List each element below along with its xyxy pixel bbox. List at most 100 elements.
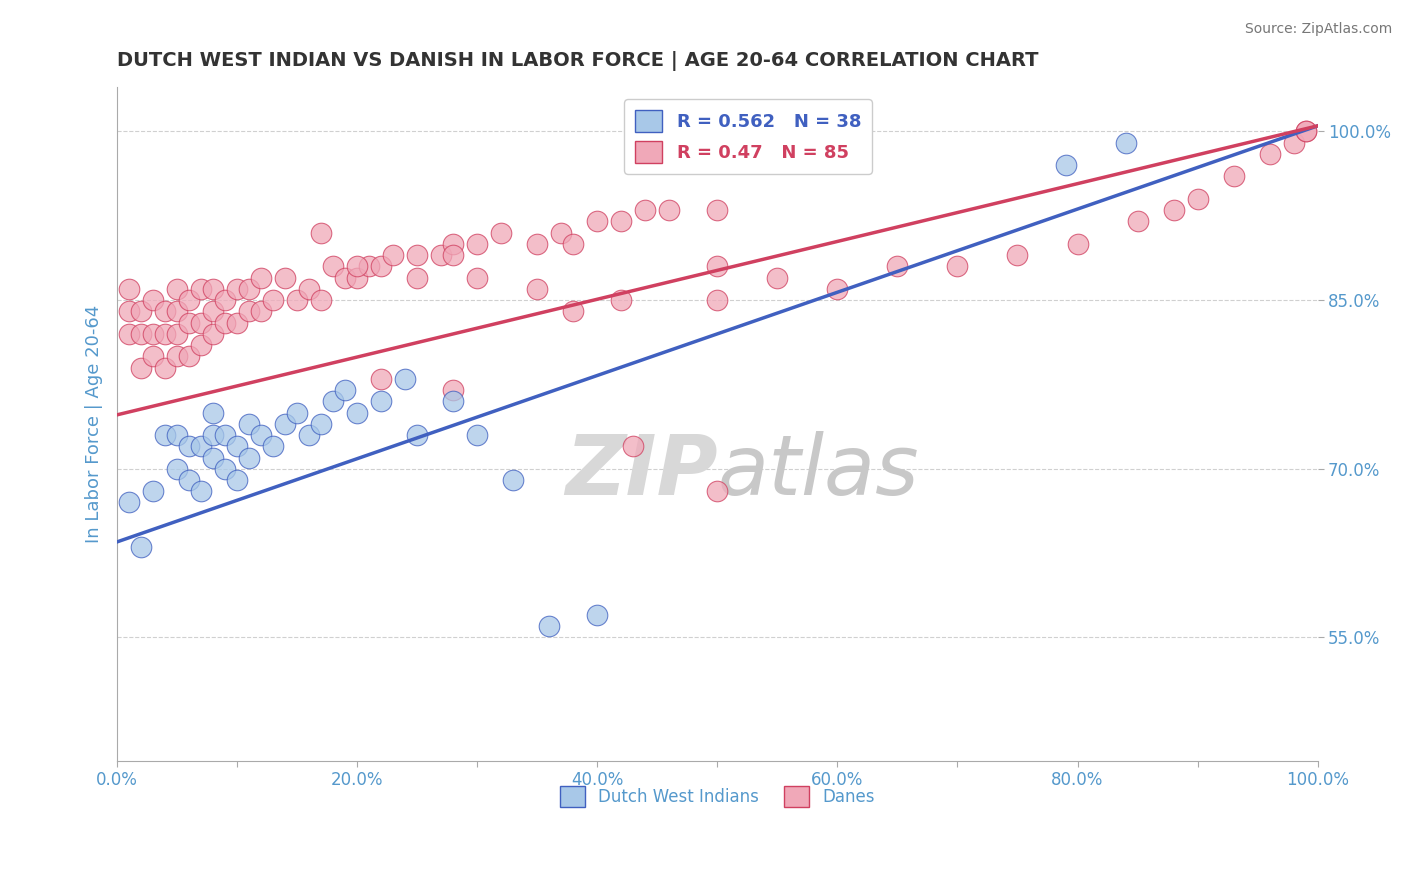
Point [1066,236,1088,251]
Point [202,428,225,442]
Point [298,428,321,442]
Point [309,293,332,307]
Point [886,260,908,274]
Point [1258,147,1281,161]
Point [610,214,633,228]
Point [406,428,429,442]
Point [335,383,357,397]
Text: Source: ZipAtlas.com: Source: ZipAtlas.com [1244,22,1392,37]
Point [621,439,644,453]
Point [406,248,429,262]
Point [166,462,188,476]
Point [562,236,585,251]
Point [166,282,188,296]
Point [1007,248,1029,262]
Point [706,484,728,499]
Point [142,484,165,499]
Text: ZIP: ZIP [565,431,717,511]
Point [153,326,176,341]
Point [309,417,332,431]
Point [226,316,249,330]
Point [430,248,453,262]
Point [214,293,236,307]
Point [190,282,212,296]
Point [465,236,488,251]
Point [129,541,152,555]
Point [370,260,392,274]
Point [250,428,273,442]
Point [946,260,969,274]
Point [406,270,429,285]
Point [610,293,633,307]
Point [586,607,609,622]
Point [179,316,201,330]
Point [238,304,260,318]
Point [586,214,609,228]
Point [202,406,225,420]
Point [238,417,260,431]
Point [1054,158,1077,172]
Point [129,326,152,341]
Point [202,326,225,341]
Point [238,282,260,296]
Point [238,450,260,465]
Point [214,316,236,330]
Point [441,248,464,262]
Point [190,338,212,352]
Point [465,428,488,442]
Point [129,360,152,375]
Point [346,270,368,285]
Point [274,417,297,431]
Point [538,619,561,633]
Point [465,270,488,285]
Point [526,236,548,251]
Point [142,349,165,363]
Point [1295,124,1317,138]
Point [190,439,212,453]
Point [118,282,141,296]
Point [190,484,212,499]
Point [502,473,524,487]
Point [274,270,297,285]
Point [179,293,201,307]
Point [142,293,165,307]
Point [118,495,141,509]
Point [153,360,176,375]
Legend: Dutch West Indians, Danes: Dutch West Indians, Danes [553,780,882,814]
Point [142,326,165,341]
Point [285,406,308,420]
Point [706,203,728,218]
Point [1222,169,1244,184]
Point [335,270,357,285]
Point [179,439,201,453]
Point [129,304,152,318]
Point [118,326,141,341]
Point [562,304,585,318]
Text: atlas: atlas [717,431,920,511]
Point [441,394,464,409]
Point [370,372,392,386]
Text: DUTCH WEST INDIAN VS DANISH IN LABOR FORCE | AGE 20-64 CORRELATION CHART: DUTCH WEST INDIAN VS DANISH IN LABOR FOR… [117,51,1039,70]
Point [214,462,236,476]
Point [441,383,464,397]
Point [250,270,273,285]
Point [766,270,789,285]
Point [202,304,225,318]
Point [1295,124,1317,138]
Point [250,304,273,318]
Point [262,293,284,307]
Point [179,473,201,487]
Point [214,428,236,442]
Point [491,226,513,240]
Point [634,203,657,218]
Point [1115,136,1137,150]
Point [827,282,849,296]
Point [166,326,188,341]
Point [166,349,188,363]
Point [166,304,188,318]
Point [382,248,405,262]
Point [706,293,728,307]
Point [153,428,176,442]
Point [226,282,249,296]
Point [262,439,284,453]
